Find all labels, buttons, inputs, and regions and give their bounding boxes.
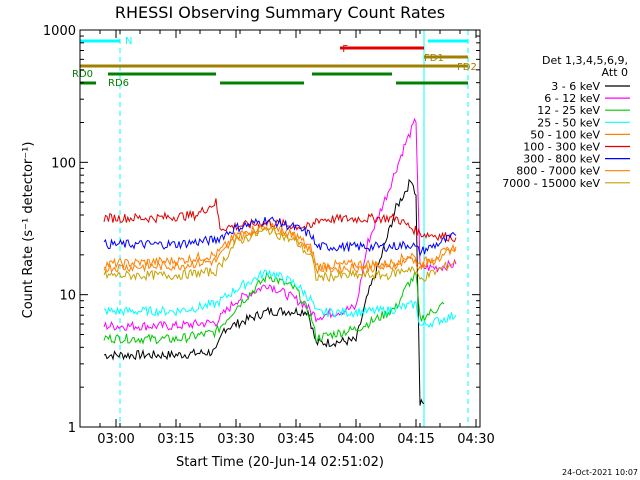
legend-label: 25 - 50 keV: [537, 116, 600, 129]
series-line-5: [103, 198, 457, 243]
legend-header: Det 1,3,4,5,6,9,: [542, 54, 628, 67]
series-line-3: [103, 269, 457, 329]
x-tick-label: 03:00: [97, 432, 134, 447]
flag-label-rd0: RD0: [72, 69, 93, 80]
footer-date: 24-Oct-2021 10:07: [562, 468, 638, 477]
y-axis: 1 10 100 1000: [43, 24, 480, 436]
x-tick-label: 03:15: [157, 432, 194, 447]
series-line-1: [103, 117, 457, 332]
series-line-4: [103, 220, 457, 271]
legend-label: 12 - 25 keV: [537, 104, 600, 117]
observing-flags: N F FD1 FD2 RD0 RD6: [72, 36, 477, 89]
flag-label-fd1: FD1: [424, 53, 444, 64]
flag-label-f: F: [342, 44, 348, 55]
flag-label-rd6: RD6: [108, 78, 129, 89]
chart-title: RHESSI Observing Summary Count Rates: [115, 3, 445, 22]
x-axis-label: Start Time (20-Jun-14 02:51:02): [176, 455, 384, 470]
series-line-8: [103, 226, 457, 283]
plot-frame: [79, 29, 481, 428]
x-tick-label: 04:30: [457, 432, 494, 447]
legend-label: 300 - 800 keV: [523, 153, 600, 166]
flag-label-n: N: [125, 36, 132, 47]
y-tick-label: 1: [68, 421, 76, 436]
series-line-6: [103, 216, 457, 258]
series-line-2: [103, 271, 445, 345]
x-axis: 03:00 03:15 03:30 03:45 04:00 04:15 04:30: [79, 30, 495, 447]
y-tick-label: 100: [51, 156, 76, 171]
y-axis-label: Count Rate (s⁻¹ detector⁻¹): [21, 142, 36, 319]
y-tick-label: 1000: [43, 24, 76, 39]
legend-label: 3 - 6 keV: [551, 80, 600, 93]
x-tick-label: 03:30: [217, 432, 254, 447]
x-tick-label: 04:15: [397, 432, 434, 447]
legend-label: 6 - 12 keV: [544, 92, 600, 105]
flag-label-fd2: FD2: [457, 62, 477, 73]
x-tick-label: 04:00: [337, 432, 374, 447]
legend-label: 7000 - 15000 keV: [502, 177, 600, 190]
y-tick-label: 10: [59, 289, 76, 304]
x-tick-label: 03:45: [277, 432, 314, 447]
legend-label: 50 - 100 keV: [530, 128, 600, 141]
legend-label: 100 - 300 keV: [523, 141, 600, 154]
legend-header: Att 0: [602, 66, 628, 79]
series-group: [103, 117, 457, 406]
series-line-7: [103, 222, 457, 275]
series-line-0: [103, 178, 425, 406]
legend-label: 800 - 7000 keV: [516, 165, 600, 178]
